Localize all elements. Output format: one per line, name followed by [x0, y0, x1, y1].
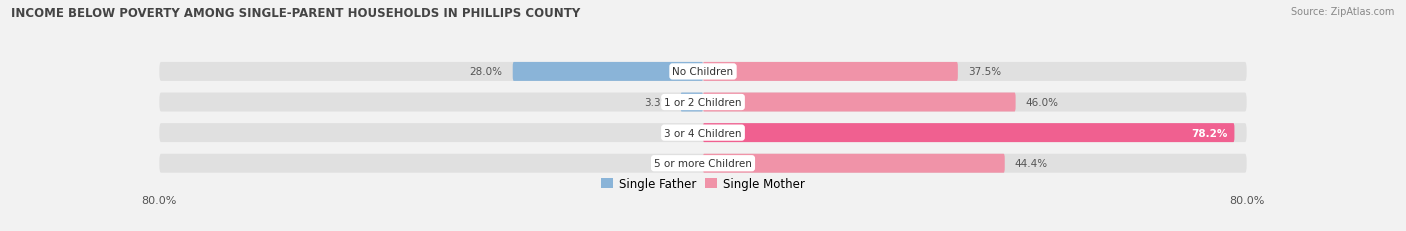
Text: 5 or more Children: 5 or more Children: [654, 158, 752, 168]
Text: 37.5%: 37.5%: [967, 67, 1001, 77]
Text: 44.4%: 44.4%: [1015, 158, 1047, 168]
FancyBboxPatch shape: [159, 154, 1247, 173]
Text: Source: ZipAtlas.com: Source: ZipAtlas.com: [1291, 7, 1395, 17]
Text: 0.0%: 0.0%: [666, 128, 693, 138]
Text: No Children: No Children: [672, 67, 734, 77]
FancyBboxPatch shape: [681, 93, 703, 112]
FancyBboxPatch shape: [159, 124, 1247, 143]
Text: 46.0%: 46.0%: [1026, 97, 1059, 108]
Text: 28.0%: 28.0%: [470, 67, 502, 77]
Text: 0.0%: 0.0%: [666, 158, 693, 168]
Text: 3 or 4 Children: 3 or 4 Children: [664, 128, 742, 138]
FancyBboxPatch shape: [159, 93, 1247, 112]
FancyBboxPatch shape: [513, 63, 703, 82]
FancyBboxPatch shape: [703, 124, 1234, 143]
FancyBboxPatch shape: [703, 63, 957, 82]
Text: 1 or 2 Children: 1 or 2 Children: [664, 97, 742, 108]
FancyBboxPatch shape: [703, 93, 1015, 112]
FancyBboxPatch shape: [159, 63, 1247, 82]
Text: INCOME BELOW POVERTY AMONG SINGLE-PARENT HOUSEHOLDS IN PHILLIPS COUNTY: INCOME BELOW POVERTY AMONG SINGLE-PARENT…: [11, 7, 581, 20]
Legend: Single Father, Single Mother: Single Father, Single Mother: [596, 173, 810, 195]
Text: 3.3%: 3.3%: [644, 97, 671, 108]
FancyBboxPatch shape: [703, 154, 1005, 173]
Text: 78.2%: 78.2%: [1191, 128, 1227, 138]
